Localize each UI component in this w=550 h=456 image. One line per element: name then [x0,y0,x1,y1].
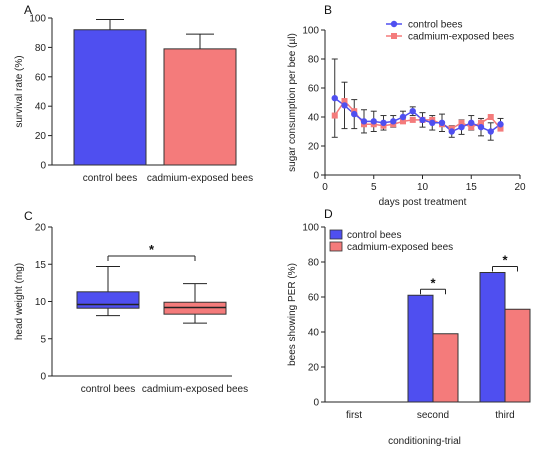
panel-c-y-tick-label: 0 [40,372,46,383]
panel-b-x-tick-label: 20 [514,182,526,193]
panel-b-point-control [360,118,368,125]
panel-b-point-control [351,110,358,118]
panel-b-point-control [448,128,455,135]
panel-a-y-tick-label: 0 [40,161,46,172]
panel-b-x-tick-label: 5 [371,182,377,193]
panel-d-y-tick-label: 40 [308,328,320,339]
panel-c-x-tick-label: cadmium-exposed bees [142,384,248,395]
panel-b-point-control [399,113,407,121]
panel-c-y-tick-label: 5 [40,334,46,345]
panel-b-legend-label-control: control bees [408,20,462,31]
panel-a-y-tick-label: 60 [35,72,47,83]
panel-c-y-tick-label: 15 [35,260,47,271]
panel-b-point-control [419,116,426,124]
panel-a-y-tick-label: 100 [29,14,46,25]
panel-b-line-control [334,97,501,133]
panel-d-y-tick-label: 20 [308,363,320,374]
panel-d-legend-swatch-cadmium [329,241,343,252]
panel-d-y-axis-label: bees showing PER (%) [287,263,298,366]
panel-d-legend-label-cadmium: cadmium-exposed bees [347,242,453,253]
panel-b-point-cadmium [409,116,416,123]
panel-b-y-axis-label: sugar consumption per bee (µl) [287,33,298,172]
panel-b-point-cadmium [341,98,348,105]
panel-b-point-cadmium [331,112,338,119]
panel-b-point-control [341,102,348,109]
panel-b-point-cadmium [478,119,484,126]
panel-c-box [76,291,140,309]
panel-d-y-tick-label: 0 [313,398,319,409]
panel-b-x-tick-label: 10 [417,182,429,193]
panel-b-point-control [458,123,465,131]
panel-b-point-cadmium [400,118,406,125]
panel-b-point-cadmium [458,119,465,126]
panel-b-point-control [477,123,485,131]
panel-b-point-control [409,108,416,115]
panel-a-bar [73,29,147,166]
panel-d-y-tick-label: 100 [302,223,319,234]
panel-d-bar-cadmium [432,333,459,403]
panel-b-point-control [468,119,475,127]
panel-b-point-control [497,121,504,128]
panel-d-significance-mark: * [430,275,436,290]
panel-b-point-control [390,118,397,125]
panel-a: A 0 20 40 60 80 100 survival rate (%) control be… [14,3,253,184]
panel-a-x-tick-label: cadmium-exposed bees [147,173,253,184]
panel-d-y-tick-label: 80 [308,258,320,269]
panel-d-panel-label: D [324,207,333,221]
panel-b-point-cadmium [468,124,475,131]
panel-c-panel-label: C [24,209,33,223]
panel-a-y-tick-label: 40 [35,102,47,113]
panel-b-legend-marker-control [390,20,398,28]
panel-c-x-tick-label: control bees [81,384,135,395]
panel-b-y-tick-label: 60 [308,84,320,95]
panel-d-legend-swatch-control [329,229,343,240]
panel-b-y-tick-label: 40 [308,113,320,124]
panel-d-x-tick-label: third [495,410,514,421]
panel-a-panel-label: A [24,3,32,17]
panel-c-significance-mark: * [149,242,155,257]
panel-a-y-axis-label: survival rate (%) [14,55,25,127]
panel-a-bar [163,48,237,166]
panel-b-point-control [380,119,387,127]
panel-c-y-axis-label: head weight (mg) [14,263,25,340]
panel-d-x-tick-label: first [346,410,362,421]
panel-d-x-tick-label: second [417,410,449,421]
panel-d-y-tick-label: 60 [308,293,320,304]
panel-d-significance-mark: * [502,253,508,268]
panel-b-point-control [438,119,446,127]
panel-b-y-tick-label: 100 [302,26,319,37]
panel-b-y-tick-label: 20 [308,142,320,153]
panel-c-y-tick-label: 20 [35,223,47,234]
panel-d-bar-control [479,272,506,403]
panel-b-x-axis-label: days post treatment [379,197,467,208]
panel-c: C 0 5 10 15 20 head weight (mg) control bees cad… [14,209,248,395]
panel-a-y-tick-label: 20 [35,131,47,142]
panel-b-legend-marker-cadmium [391,33,397,39]
panel-b-point-control [429,119,436,127]
panel-b-point-control [487,128,494,135]
panel-b-point-cadmium [487,114,494,120]
panel-b-point-cadmium [497,125,504,132]
panel-d-bar-cadmium [504,308,531,403]
panel-a-y-tick-label: 80 [35,43,47,54]
panel-d-x-axis-label: conditioning-trial [388,436,461,447]
panel-b-point-control [331,94,338,102]
panel-b-point-control [370,118,377,125]
panel-a-x-tick-label: control bees [83,173,137,184]
panel-c-y-tick-label: 10 [35,297,47,308]
panel-b-x-tick-label: 0 [322,182,328,193]
panel-b-x-tick-label: 15 [466,182,478,193]
panel-d-bar-control [407,294,434,403]
panel-d: D 0 20 40 60 80 100 bees showing PER (%) first se… [287,207,531,447]
panel-b-legend-label-cadmium: cadmium-exposed bees [408,32,514,43]
panel-b-panel-label: B [324,3,332,17]
panel-d-legend-label-control: control bees [347,230,401,241]
panel-b-y-tick-label: 80 [308,55,320,66]
panel-b-y-tick-label: 0 [313,171,319,182]
